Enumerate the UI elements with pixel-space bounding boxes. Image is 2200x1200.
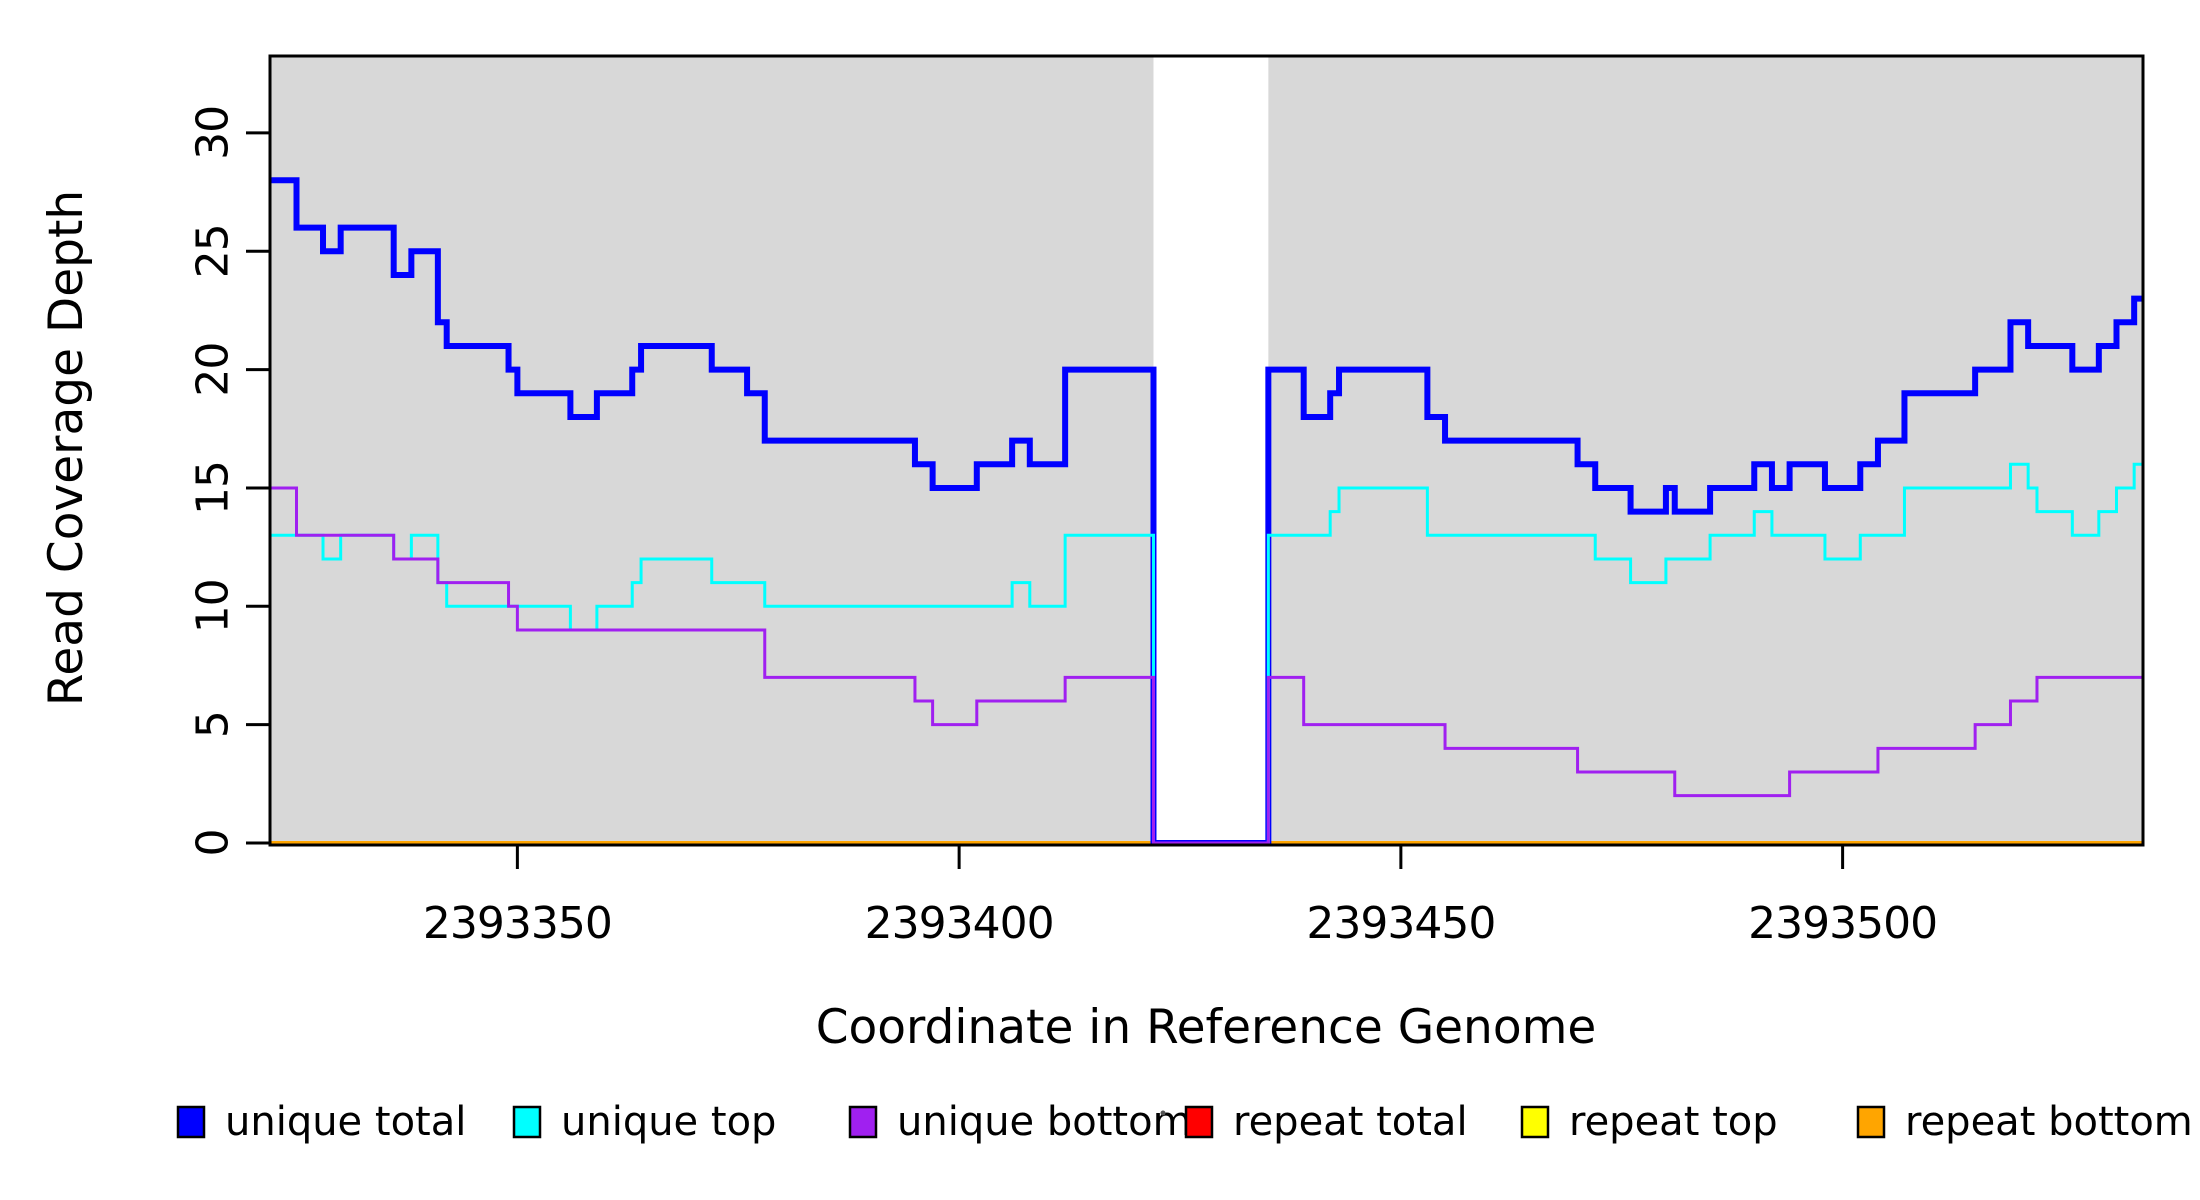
- y-tick-label: 20: [188, 343, 239, 397]
- legend-item-label: unique bottom: [897, 1099, 1192, 1145]
- shaded-region: [270, 56, 1154, 845]
- legend-item-label: unique total: [225, 1099, 466, 1145]
- legend-item-repeat-total: repeat total: [1184, 1099, 1468, 1145]
- x-axis: 2393350 2393400 2393450 2393500: [423, 845, 1938, 949]
- legend-swatch: [1184, 1105, 1214, 1139]
- legend: unique total unique top unique bottom repea…: [176, 1099, 2193, 1145]
- legend-item-unique-top: unique top: [512, 1099, 776, 1145]
- y-tick-label: 15: [188, 461, 239, 515]
- y-axis-title: Read Coverage Depth: [39, 190, 94, 706]
- x-tick-label: 2393350: [423, 898, 612, 949]
- legend-swatch: [1520, 1105, 1550, 1139]
- series-lines: [270, 177, 2143, 846]
- series-line-unique-top: [270, 462, 2143, 845]
- series-line-unique-bottom: [270, 486, 2143, 845]
- legend-item-repeat-top: repeat top: [1520, 1099, 1778, 1145]
- legend-swatch: [1856, 1105, 1886, 1139]
- plot-frame: [268, 54, 2145, 847]
- x-tick-label: 2393450: [1306, 898, 1495, 949]
- legend-swatch: [176, 1105, 206, 1139]
- legend-item-label: repeat total: [1233, 1099, 1468, 1145]
- legend-item-unique-bottom: unique bottom: [848, 1099, 1192, 1145]
- y-tick-label: 30: [188, 106, 239, 160]
- x-tick-label: 2393500: [1748, 898, 1937, 949]
- speck-artifact: [1160, 1110, 1166, 1116]
- legend-swatch: [512, 1105, 542, 1139]
- y-tick-label: 10: [188, 579, 239, 633]
- y-tick-label: 5: [188, 711, 239, 738]
- y-axis: 0 5 10 15 20 25 30: [188, 106, 270, 857]
- x-axis-title: Coordinate in Reference Genome: [816, 1000, 1597, 1055]
- series-line-unique-total: [270, 177, 2143, 846]
- y-tick-label: 0: [188, 830, 239, 857]
- legend-item-unique-total: unique total: [176, 1099, 466, 1145]
- y-tick-label: 25: [188, 224, 239, 278]
- shaded-background-regions: [270, 56, 2143, 845]
- legend-item-repeat-bottom: repeat bottom: [1856, 1099, 2193, 1145]
- shaded-region: [1268, 56, 2143, 845]
- legend-swatch: [848, 1105, 878, 1139]
- x-tick-label: 2393400: [865, 898, 1054, 949]
- legend-item-label: repeat bottom: [1905, 1099, 2193, 1145]
- legend-item-label: unique top: [561, 1099, 776, 1145]
- legend-item-label: repeat top: [1569, 1099, 1778, 1145]
